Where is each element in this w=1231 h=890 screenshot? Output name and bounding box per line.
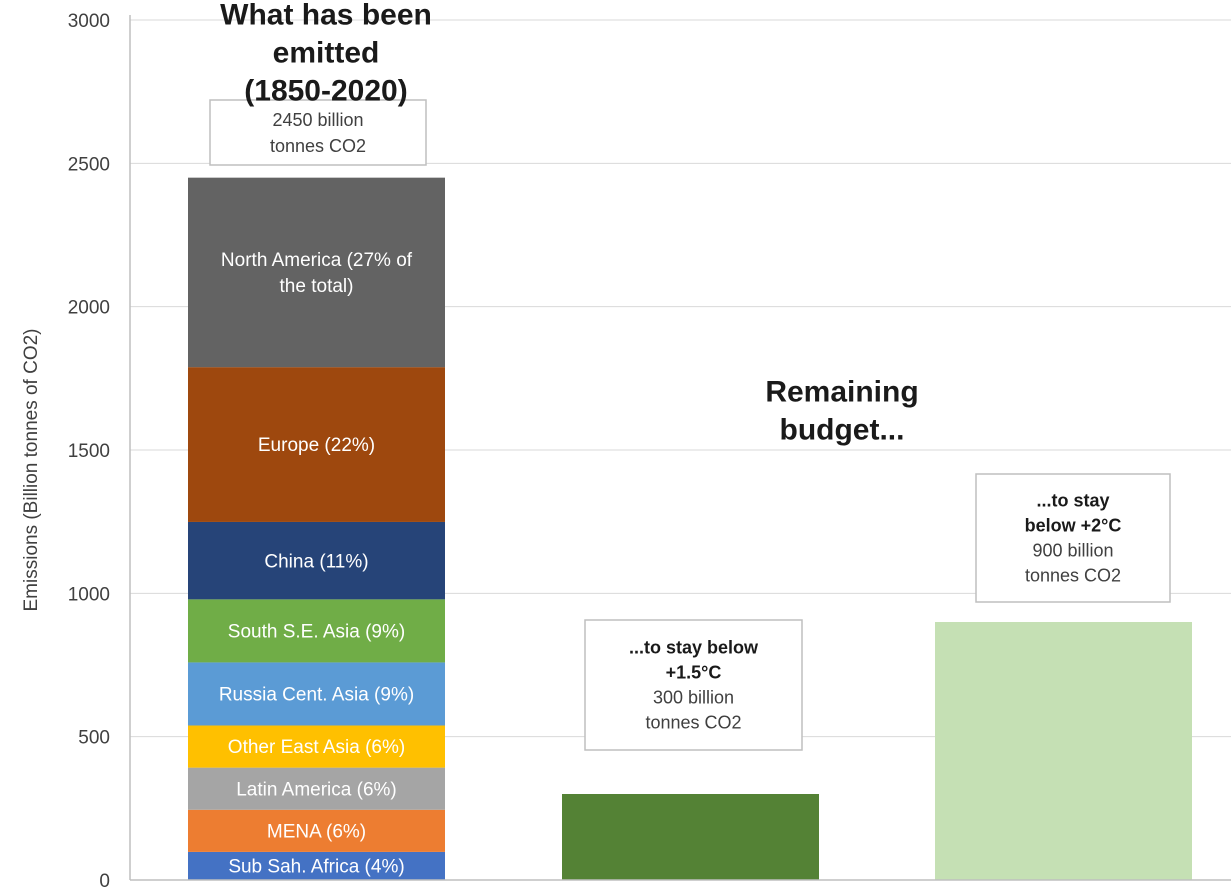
segment-label: Europe (22%) <box>258 435 375 456</box>
emitted-heading: What has been emitted (1850-2020) <box>220 0 432 108</box>
segment-label: China (11%) <box>264 551 368 572</box>
stacked-segment <box>188 599 445 663</box>
remaining-heading: Remaining budget... <box>765 376 918 447</box>
y-tick-label: 500 <box>78 728 110 749</box>
segment-label: Russia Cent. Asia (9%) <box>219 685 414 706</box>
budget-label-box <box>584 619 803 751</box>
y-tick-label: 1000 <box>68 584 110 605</box>
y-tick-label: 0 <box>99 871 110 890</box>
budget-bold-label: ...to stay below +1.5°C <box>629 638 759 683</box>
y-axis-label: Emissions (Billion tonnes of CO2) <box>21 329 42 612</box>
segment-label: Sub Sah. Africa (4%) <box>228 857 404 878</box>
stacked-segment <box>188 809 445 852</box>
stacked-segment <box>188 662 445 726</box>
segment-label: South S.E. Asia (9%) <box>228 622 405 643</box>
budget-bar <box>562 794 819 880</box>
stacked-segment <box>188 177 445 368</box>
total-label-box <box>209 99 427 166</box>
y-tick-label: 1500 <box>68 441 110 462</box>
segment-label: MENA (6%) <box>267 821 366 842</box>
budget-bold-label: ...to stay below +2°C <box>1025 491 1122 536</box>
budget-label-box <box>975 473 1171 603</box>
y-tick-label: 2000 <box>68 298 110 319</box>
y-tick-label: 2500 <box>68 154 110 175</box>
segment-label: North America (27% of the total) <box>221 250 413 297</box>
stacked-segment <box>188 767 445 810</box>
stacked-segment <box>188 725 445 768</box>
y-tick-label: 3000 <box>68 11 110 32</box>
stacked-segment <box>188 521 445 600</box>
budget-label: 300 billion tonnes CO2 <box>645 688 741 733</box>
stacked-segment <box>188 367 445 522</box>
total-label: 2450 billion tonnes CO2 <box>270 110 366 156</box>
budget-bar <box>935 622 1192 880</box>
segment-label: Other East Asia (6%) <box>228 737 405 758</box>
segment-label: Latin America (6%) <box>236 779 397 800</box>
stacked-segment <box>188 851 445 880</box>
budget-label: 900 billion tonnes CO2 <box>1025 541 1121 586</box>
